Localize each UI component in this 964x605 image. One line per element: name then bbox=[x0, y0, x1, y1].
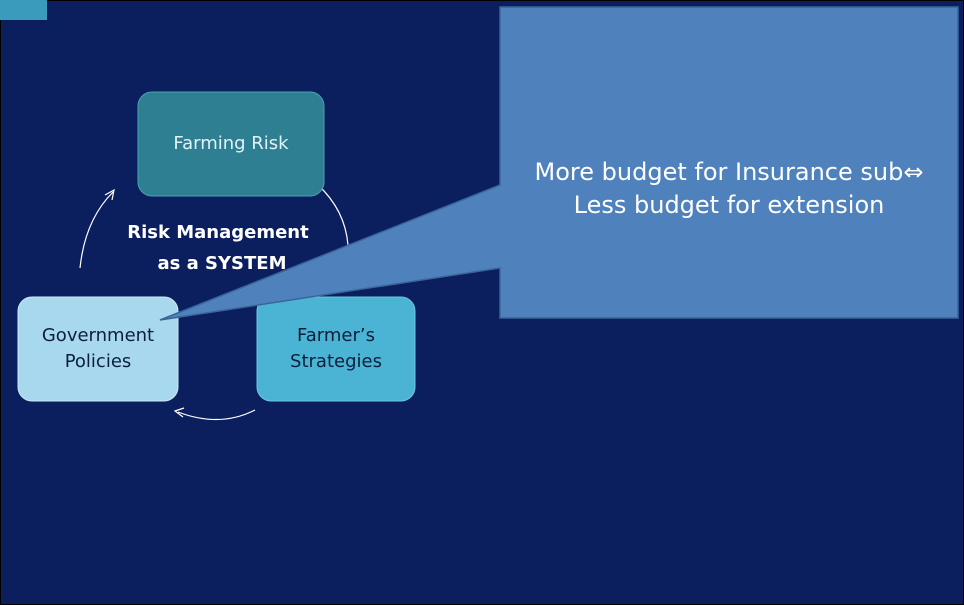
corner-accent bbox=[0, 0, 47, 20]
arrow-head bbox=[104, 188, 115, 201]
cycle-arrows bbox=[79, 184, 349, 421]
arrow bbox=[79, 191, 114, 269]
callout-text: More budget for Insurance sub⇔ bbox=[535, 158, 924, 186]
node-label: Farmer’s bbox=[297, 325, 375, 346]
arrow-head bbox=[173, 407, 185, 418]
center-label: Risk Management bbox=[127, 222, 309, 243]
arrow bbox=[317, 184, 349, 246]
node-box bbox=[256, 296, 416, 402]
node-box bbox=[137, 91, 325, 197]
node-box bbox=[17, 296, 179, 402]
callout bbox=[159, 6, 959, 321]
node-label: Government bbox=[42, 325, 154, 346]
node-label: Strategies bbox=[290, 351, 382, 372]
node-label: Policies bbox=[65, 351, 132, 372]
center-label: as a SYSTEM bbox=[158, 253, 287, 274]
callout-text: Less budget for extension bbox=[574, 191, 885, 219]
arrow bbox=[177, 409, 256, 421]
node-label: Farming Risk bbox=[173, 133, 289, 154]
